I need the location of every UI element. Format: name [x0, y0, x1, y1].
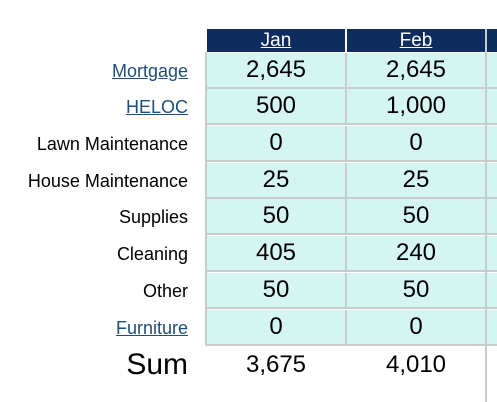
- row-label-cleaning: Cleaning: [116, 244, 188, 264]
- row-label-supplies: Supplies: [118, 207, 188, 227]
- cell-supplies-jan[interactable]: 50: [207, 199, 347, 235]
- cell-mortgage-jan[interactable]: 2,645: [207, 53, 347, 89]
- cell-house-jan[interactable]: 25: [207, 163, 347, 199]
- cell-heloc-next[interactable]: [487, 89, 497, 125]
- sum-feb[interactable]: 4,010: [347, 346, 485, 384]
- cell-furniture-jan[interactable]: 0: [207, 310, 347, 346]
- cell-other-next[interactable]: [487, 273, 497, 309]
- sum-jan[interactable]: 3,675: [207, 346, 345, 384]
- grid-right-border: [485, 29, 487, 402]
- header-separator: [345, 29, 347, 52]
- row-label-furniture[interactable]: Furniture: [115, 318, 188, 338]
- row-label-mortgage[interactable]: Mortgage: [111, 61, 188, 81]
- cell-lawn-next[interactable]: [487, 126, 497, 162]
- cell-other-jan[interactable]: 50: [207, 273, 347, 309]
- cell-cleaning-next[interactable]: [487, 236, 497, 272]
- cell-supplies-feb[interactable]: 50: [347, 199, 487, 235]
- cell-furniture-feb[interactable]: 0: [347, 310, 487, 346]
- column-header-feb[interactable]: Feb: [347, 29, 485, 52]
- cell-house-feb[interactable]: 25: [347, 163, 487, 199]
- row-label-lawn-maintenance: Lawn Maintenance: [36, 134, 188, 154]
- cell-supplies-next[interactable]: [487, 199, 497, 235]
- row-label-house-maintenance: House Maintenance: [27, 171, 188, 191]
- row-label-other: Other: [142, 281, 188, 301]
- grid-left-border: [205, 52, 207, 346]
- column-header-next[interactable]: [487, 29, 497, 52]
- cell-cleaning-feb[interactable]: 240: [347, 236, 487, 272]
- cell-cleaning-jan[interactable]: 405: [207, 236, 347, 272]
- sum-label: Sum: [126, 348, 188, 381]
- cell-other-feb[interactable]: 50: [347, 273, 487, 309]
- cell-heloc-jan[interactable]: 500: [207, 89, 347, 125]
- cell-heloc-feb[interactable]: 1,000: [347, 89, 487, 125]
- cell-lawn-feb[interactable]: 0: [347, 126, 487, 162]
- row-label-heloc[interactable]: HELOC: [125, 97, 188, 117]
- cell-lawn-jan[interactable]: 0: [207, 126, 347, 162]
- cell-mortgage-feb[interactable]: 2,645: [347, 53, 487, 89]
- cell-furniture-next[interactable]: [487, 310, 497, 346]
- cell-house-next[interactable]: [487, 163, 497, 199]
- column-header-jan[interactable]: Jan: [207, 29, 345, 52]
- cell-mortgage-next[interactable]: [487, 53, 497, 89]
